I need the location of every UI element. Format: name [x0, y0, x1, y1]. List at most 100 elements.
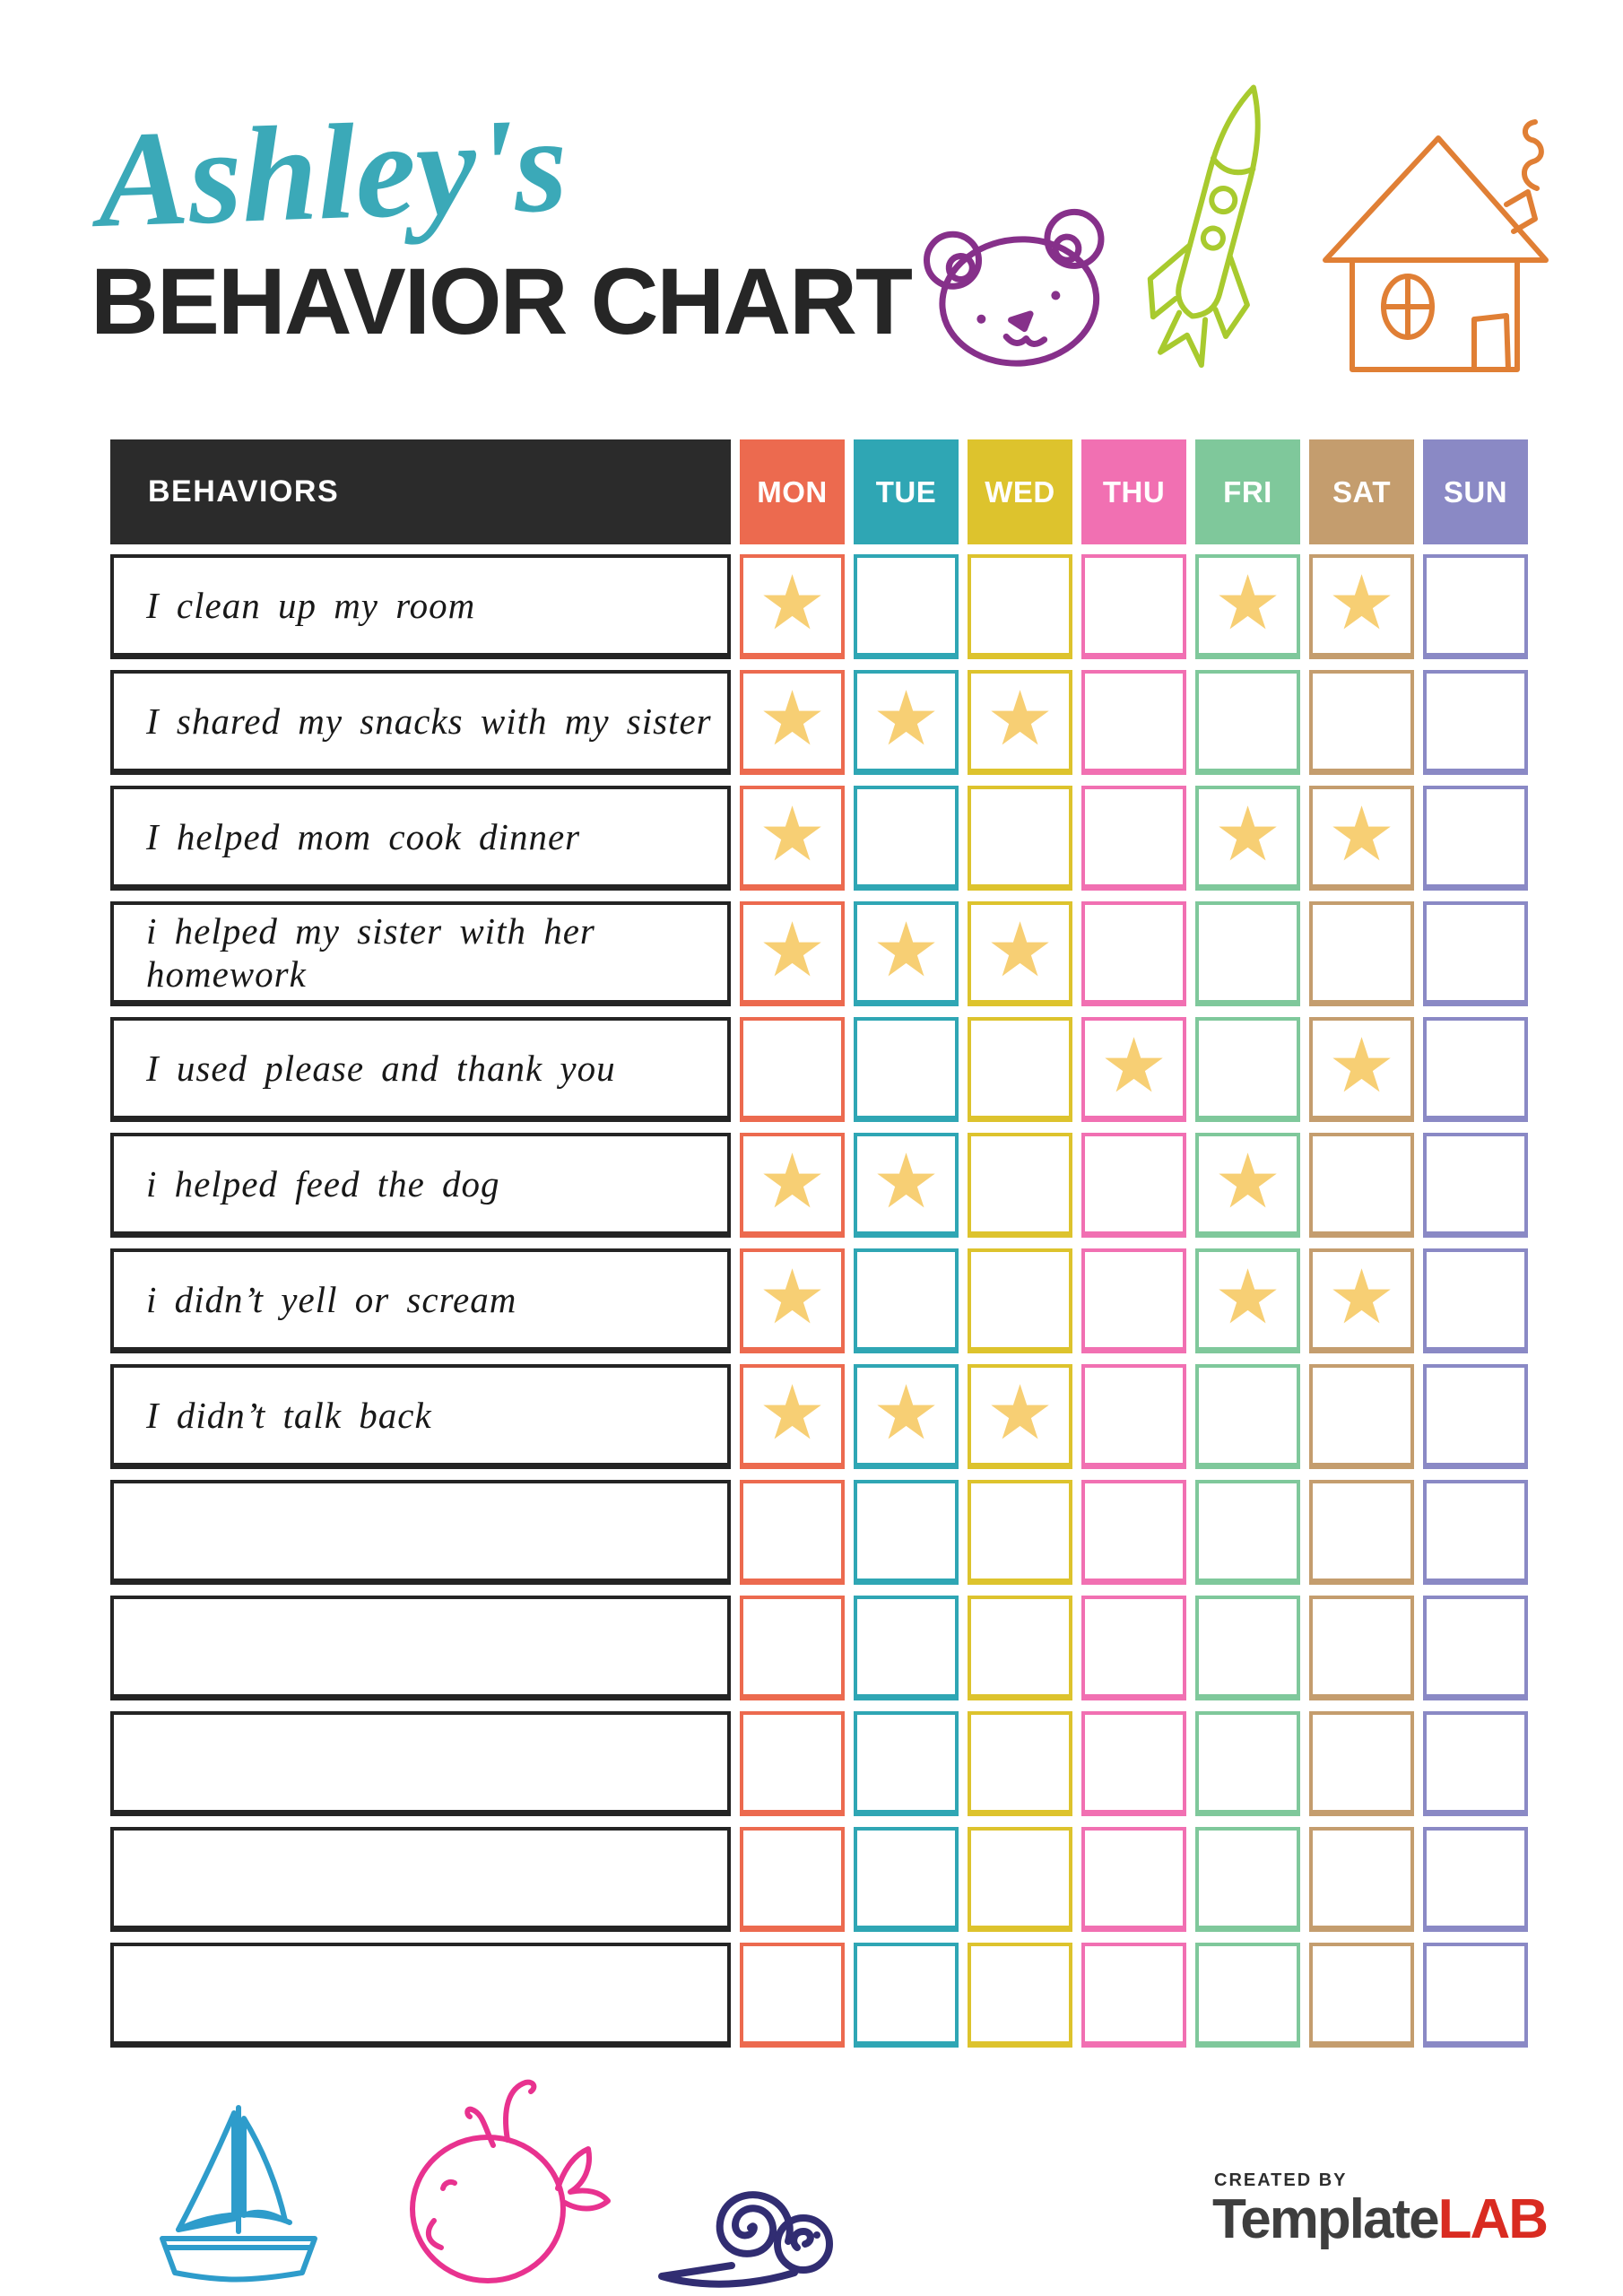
- day-cell-mon[interactable]: [740, 1596, 845, 1700]
- day-cell-sun[interactable]: [1423, 1017, 1528, 1122]
- star-icon: ★: [1099, 1022, 1168, 1109]
- day-cell-sun[interactable]: [1423, 1248, 1528, 1353]
- day-cell-wed[interactable]: [968, 1017, 1072, 1122]
- day-cell-tue[interactable]: ★: [854, 670, 959, 775]
- day-cell-sat[interactable]: ★: [1309, 786, 1414, 891]
- day-cell-sat[interactable]: ★: [1309, 554, 1414, 659]
- house-doodle-icon: [1315, 106, 1564, 382]
- day-cell-sat[interactable]: [1309, 1711, 1414, 1816]
- day-cell-wed[interactable]: [968, 1943, 1072, 2048]
- day-cell-tue[interactable]: [854, 1596, 959, 1700]
- day-cell-sat[interactable]: [1309, 1943, 1414, 2048]
- day-cell-wed[interactable]: ★: [968, 901, 1072, 1006]
- child-name-title: Ashley's: [95, 88, 570, 257]
- day-cell-fri[interactable]: [1195, 1364, 1300, 1469]
- day-cell-thu[interactable]: [1081, 1248, 1186, 1353]
- day-cell-sat[interactable]: [1309, 901, 1414, 1006]
- day-cell-wed[interactable]: [968, 1596, 1072, 1700]
- day-cell-tue[interactable]: ★: [854, 1364, 959, 1469]
- day-cell-thu[interactable]: ★: [1081, 1017, 1186, 1122]
- star-icon: ★: [1327, 559, 1396, 647]
- day-cell-sat[interactable]: [1309, 1133, 1414, 1238]
- day-cell-fri[interactable]: [1195, 1480, 1300, 1585]
- day-cell-tue[interactable]: [854, 1480, 959, 1585]
- day-cell-fri[interactable]: [1195, 901, 1300, 1006]
- day-cell-thu[interactable]: [1081, 1827, 1186, 1932]
- behavior-label: [110, 1596, 731, 1700]
- day-cell-sun[interactable]: [1423, 554, 1528, 659]
- day-cell-fri[interactable]: ★: [1195, 786, 1300, 891]
- day-cell-sun[interactable]: [1423, 901, 1528, 1006]
- day-cell-tue[interactable]: [854, 786, 959, 891]
- day-cell-fri[interactable]: ★: [1195, 554, 1300, 659]
- day-cell-mon[interactable]: ★: [740, 670, 845, 775]
- day-cell-wed[interactable]: [968, 554, 1072, 659]
- day-cell-fri[interactable]: ★: [1195, 1133, 1300, 1238]
- day-cell-mon[interactable]: ★: [740, 1364, 845, 1469]
- day-cell-sat[interactable]: [1309, 1364, 1414, 1469]
- day-cell-sat[interactable]: ★: [1309, 1248, 1414, 1353]
- day-cell-mon[interactable]: ★: [740, 1248, 845, 1353]
- day-cell-mon[interactable]: ★: [740, 786, 845, 891]
- day-cell-thu[interactable]: [1081, 1943, 1186, 2048]
- day-cell-tue[interactable]: [854, 1711, 959, 1816]
- day-cell-sat[interactable]: [1309, 1480, 1414, 1585]
- day-cell-tue[interactable]: ★: [854, 901, 959, 1006]
- day-cell-mon[interactable]: ★: [740, 1133, 845, 1238]
- day-cell-sat[interactable]: [1309, 1827, 1414, 1932]
- day-cell-tue[interactable]: [854, 554, 959, 659]
- day-cell-mon[interactable]: ★: [740, 554, 845, 659]
- day-cell-sun[interactable]: [1423, 1133, 1528, 1238]
- day-cell-wed[interactable]: ★: [968, 1364, 1072, 1469]
- day-cell-thu[interactable]: [1081, 1364, 1186, 1469]
- day-cell-wed[interactable]: [968, 1133, 1072, 1238]
- day-cell-fri[interactable]: [1195, 1827, 1300, 1932]
- behavior-label: I shared my snacks with my sister: [110, 670, 731, 775]
- day-cell-sun[interactable]: [1423, 1711, 1528, 1816]
- day-cell-sun[interactable]: [1423, 1827, 1528, 1932]
- day-cell-sun[interactable]: [1423, 670, 1528, 775]
- day-cell-sun[interactable]: [1423, 1364, 1528, 1469]
- day-cell-wed[interactable]: ★: [968, 670, 1072, 775]
- day-cell-sun[interactable]: [1423, 1480, 1528, 1585]
- day-cell-fri[interactable]: [1195, 1596, 1300, 1700]
- day-cell-tue[interactable]: [854, 1827, 959, 1932]
- snail-doodle-icon: [642, 2163, 861, 2291]
- day-cell-fri[interactable]: [1195, 670, 1300, 775]
- day-cell-tue[interactable]: ★: [854, 1133, 959, 1238]
- day-cell-sat[interactable]: ★: [1309, 1017, 1414, 1122]
- day-cell-thu[interactable]: [1081, 670, 1186, 775]
- day-cell-wed[interactable]: [968, 1711, 1072, 1816]
- day-cell-tue[interactable]: [854, 1248, 959, 1353]
- day-cell-tue[interactable]: [854, 1017, 959, 1122]
- day-cell-wed[interactable]: [968, 786, 1072, 891]
- day-cell-sun[interactable]: [1423, 786, 1528, 891]
- day-cell-fri[interactable]: [1195, 1943, 1300, 2048]
- day-cell-thu[interactable]: [1081, 554, 1186, 659]
- day-cell-sun[interactable]: [1423, 1943, 1528, 2048]
- day-cell-thu[interactable]: [1081, 1711, 1186, 1816]
- day-cell-thu[interactable]: [1081, 901, 1186, 1006]
- star-icon: ★: [872, 1137, 941, 1225]
- day-cell-mon[interactable]: [740, 1480, 845, 1585]
- day-cell-mon[interactable]: [740, 1017, 845, 1122]
- day-cell-sat[interactable]: [1309, 670, 1414, 775]
- day-cell-thu[interactable]: [1081, 1480, 1186, 1585]
- day-cell-tue[interactable]: [854, 1943, 959, 2048]
- day-cell-fri[interactable]: [1195, 1711, 1300, 1816]
- day-cell-wed[interactable]: [968, 1248, 1072, 1353]
- day-cell-sat[interactable]: [1309, 1596, 1414, 1700]
- day-cell-thu[interactable]: [1081, 786, 1186, 891]
- day-cell-mon[interactable]: ★: [740, 901, 845, 1006]
- day-cell-sun[interactable]: [1423, 1596, 1528, 1700]
- day-cell-fri[interactable]: ★: [1195, 1248, 1300, 1353]
- day-cell-thu[interactable]: [1081, 1596, 1186, 1700]
- day-cell-mon[interactable]: [740, 1943, 845, 2048]
- day-cell-mon[interactable]: [740, 1827, 845, 1932]
- day-cell-thu[interactable]: [1081, 1133, 1186, 1238]
- day-cell-wed[interactable]: [968, 1480, 1072, 1585]
- table-row: [110, 1943, 1528, 2048]
- day-cell-mon[interactable]: [740, 1711, 845, 1816]
- day-cell-wed[interactable]: [968, 1827, 1072, 1932]
- day-cell-fri[interactable]: [1195, 1017, 1300, 1122]
